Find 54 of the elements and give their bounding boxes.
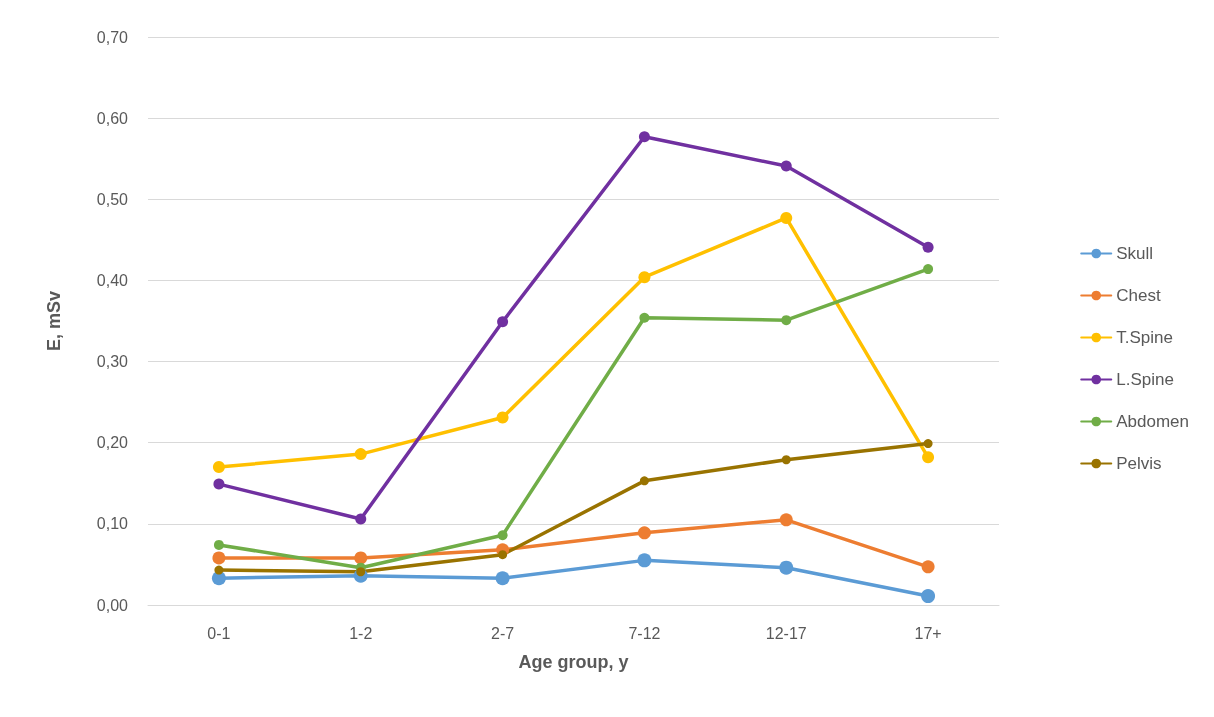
point	[214, 565, 224, 575]
point	[213, 539, 224, 550]
point	[638, 131, 650, 143]
point	[638, 271, 651, 284]
point	[921, 589, 936, 604]
point	[637, 526, 651, 540]
point	[639, 476, 649, 486]
x-tick-label: 17+	[914, 624, 942, 642]
point	[354, 551, 368, 565]
y-axis-title: E, mSv	[44, 290, 64, 352]
legend-label: Abdomen	[1116, 412, 1190, 431]
y-tick-label: 0,70	[96, 28, 129, 46]
y-tick-label: 0,00	[96, 596, 129, 614]
y-tick-label: 0,30	[96, 353, 129, 371]
x-tick-label: 1-2	[349, 624, 373, 642]
point	[779, 560, 794, 575]
point	[922, 451, 935, 464]
y-tick-label: 0,40	[96, 271, 129, 289]
point	[213, 478, 225, 490]
point	[212, 461, 225, 474]
legend-label: L.Spine	[1116, 370, 1174, 389]
point	[780, 160, 792, 172]
point	[923, 264, 934, 275]
point	[496, 411, 509, 424]
point	[637, 553, 652, 568]
point	[923, 439, 933, 449]
point	[212, 551, 226, 565]
x-tick-label: 0-1	[207, 624, 231, 642]
point	[779, 513, 793, 527]
point	[639, 312, 650, 323]
point	[498, 550, 508, 560]
legend-label: T.Spine	[1116, 328, 1173, 347]
x-tick-label: 7-12	[628, 624, 661, 642]
point	[355, 513, 367, 525]
point	[495, 571, 510, 586]
legend-label: Skull	[1116, 244, 1154, 263]
point	[497, 316, 509, 328]
y-tick-label: 0,10	[96, 515, 129, 533]
legend-label: Pelvis	[1116, 454, 1162, 473]
point	[356, 567, 366, 577]
point	[780, 211, 793, 224]
y-tick-label: 0,50	[96, 190, 129, 208]
point	[781, 315, 792, 326]
y-tick-label: 0,60	[96, 109, 129, 127]
point	[354, 448, 367, 461]
x-tick-label: 12-17	[765, 624, 807, 642]
legend-label: Chest	[1116, 286, 1161, 305]
point	[921, 560, 935, 574]
point	[781, 455, 791, 465]
x-tick-label: 2-7	[491, 624, 515, 642]
y-tick-label: 0,20	[96, 434, 129, 452]
x-axis-title: Age group, y	[518, 652, 629, 672]
point	[922, 241, 934, 253]
point	[497, 530, 508, 541]
